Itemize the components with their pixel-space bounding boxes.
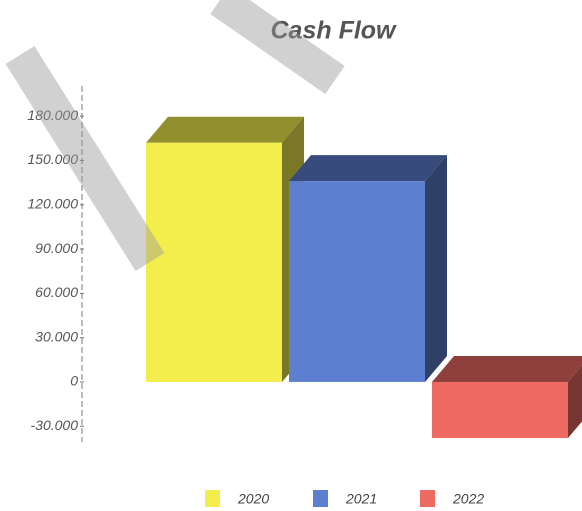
bar-side (425, 155, 447, 382)
watermark (5, 0, 345, 272)
legend-swatch (313, 490, 328, 507)
y-tick-label: 60.000 (35, 284, 78, 300)
y-tick-label: 30.000 (35, 328, 78, 344)
y-tick-label: 180.000 (27, 107, 78, 123)
bar-side (568, 365, 582, 439)
legend-swatch (420, 490, 435, 507)
y-tick-label: 0 (70, 373, 78, 389)
y-tick-label: -30.000 (31, 417, 79, 433)
bar (146, 142, 282, 382)
bar (432, 381, 568, 439)
legend-label: 2022 (452, 491, 484, 507)
bar-top (146, 116, 304, 143)
y-tick-label: 90.000 (35, 240, 78, 256)
legend-label: 2021 (345, 491, 377, 507)
chart-title: Cash Flow (270, 17, 397, 45)
bar (289, 181, 425, 382)
y-tick-label: 150.000 (27, 151, 78, 167)
legend-label: 2020 (237, 491, 269, 507)
y-tick-label: 120.000 (27, 195, 78, 211)
bar-top (289, 155, 447, 182)
bar-top (432, 355, 582, 382)
legend-swatch (205, 490, 220, 507)
